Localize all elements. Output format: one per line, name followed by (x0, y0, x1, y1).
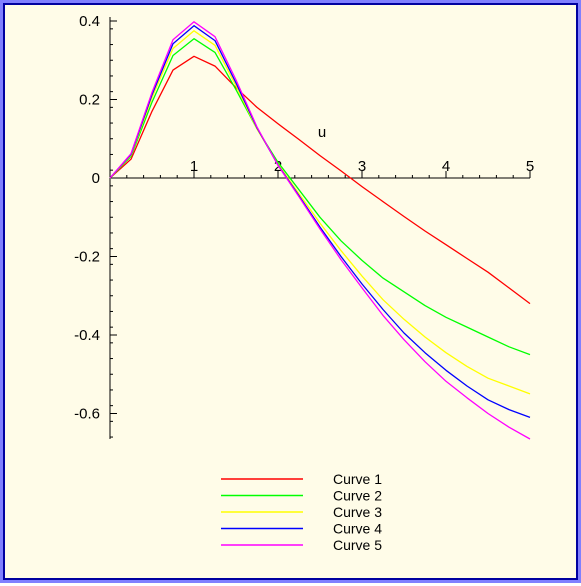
ticks: 1 2 3 4 50.40.20-0.2-0.4-0.6 (74, 13, 534, 438)
series-line-1 (109, 55, 531, 305)
x-tick-label: 5 (526, 158, 534, 175)
series-line-3 (109, 30, 531, 395)
y-tick-label: 0.2 (79, 92, 100, 109)
series-lines (109, 21, 531, 440)
legend-label-5: Curve 5 (333, 537, 382, 553)
series-line-5 (109, 21, 531, 440)
x-tick-label: 3 (358, 158, 366, 175)
y-tick-label: -0.4 (74, 327, 100, 344)
series-line-4 (109, 25, 531, 419)
line-chart: u 1 2 3 4 50.40.20-0.2-0.4-0.6 Curve 1Curve … (74, 13, 534, 553)
series-line-2 (109, 38, 531, 356)
y-tick-label: -0.6 (74, 406, 100, 423)
x-tick-label: 1 (190, 158, 198, 175)
x-axis-label: u (318, 124, 326, 141)
legend-label-3: Curve 3 (333, 504, 382, 520)
y-tick-label: -0.2 (74, 249, 100, 266)
legend-label-1: Curve 1 (333, 471, 382, 487)
y-tick-label: 0 (92, 170, 100, 187)
legend-label-2: Curve 2 (333, 488, 382, 504)
axes: u (109, 17, 530, 439)
x-tick-label: 4 (442, 158, 450, 175)
y-tick-label: 0.4 (79, 13, 100, 30)
legend-label-4: Curve 4 (333, 521, 382, 537)
